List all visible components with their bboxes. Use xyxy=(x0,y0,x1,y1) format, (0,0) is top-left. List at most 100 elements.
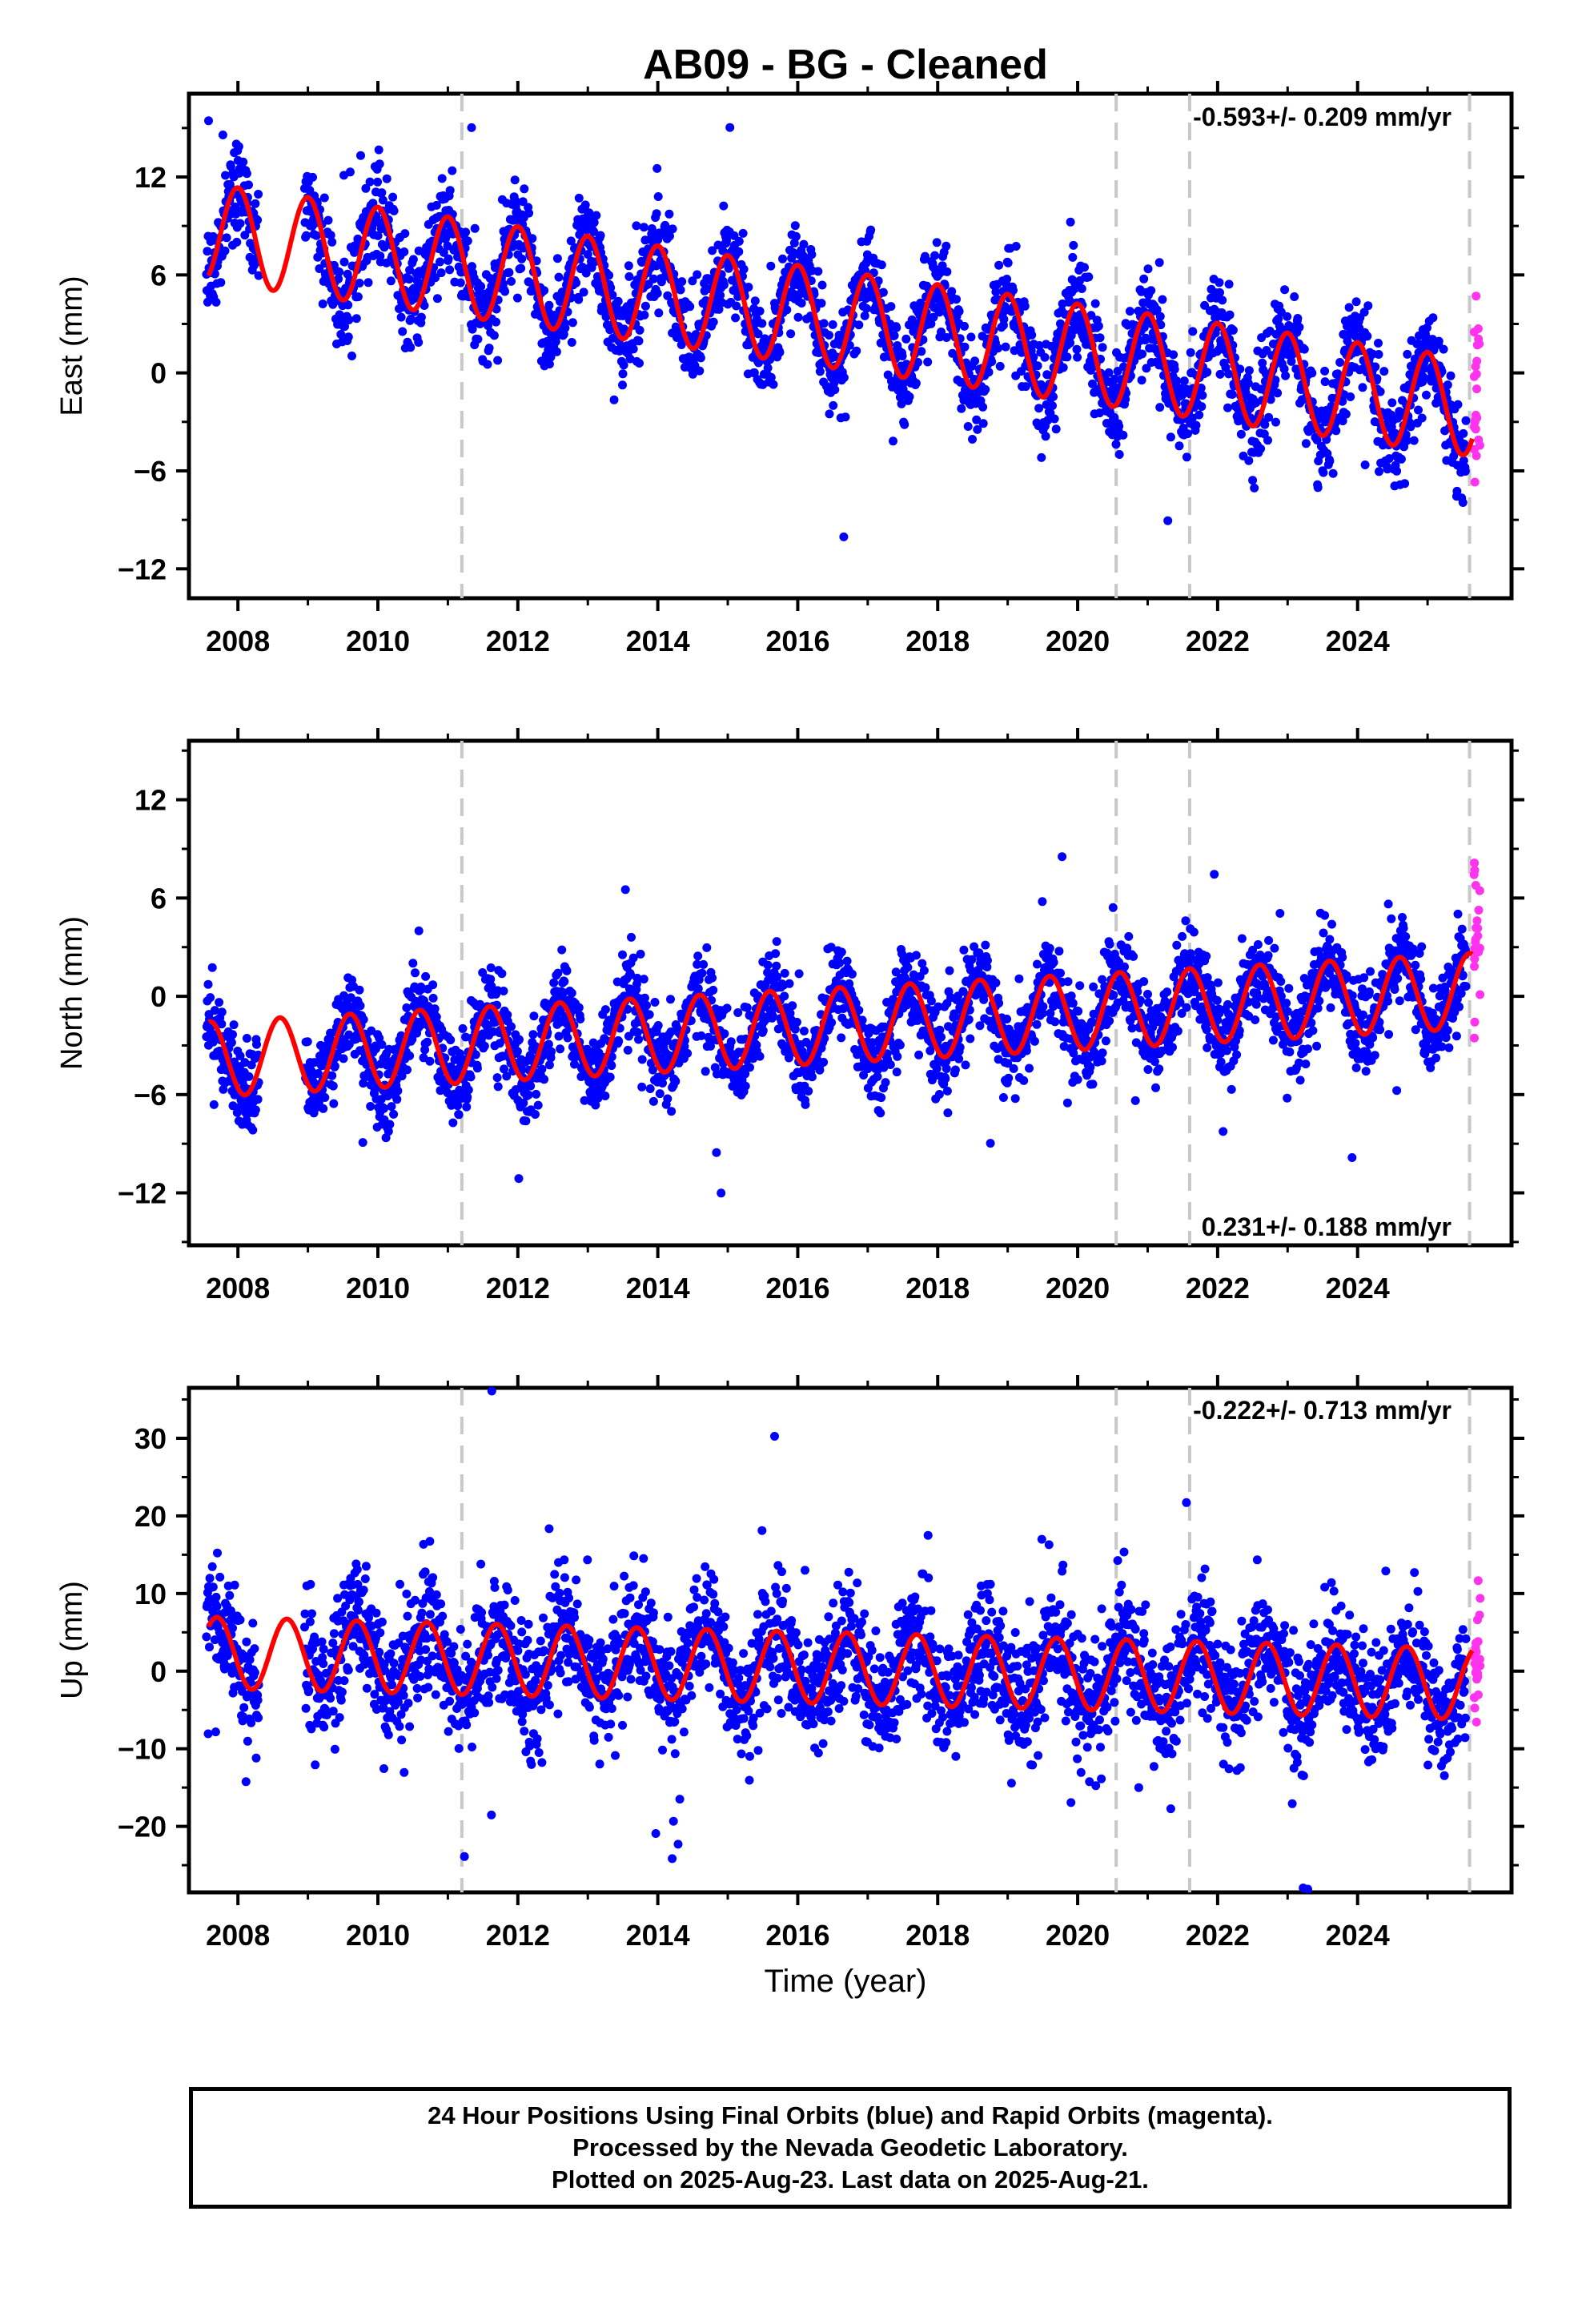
final-orbit-point xyxy=(775,348,785,357)
final-orbit-point xyxy=(528,234,537,243)
final-orbit-point xyxy=(1195,410,1204,420)
final-orbit-point xyxy=(355,1001,365,1011)
final-orbit-point xyxy=(330,1061,339,1071)
final-orbit-point xyxy=(563,1033,572,1043)
final-orbit-point xyxy=(701,1067,710,1076)
final-orbit-point xyxy=(1346,392,1355,401)
final-orbit-point xyxy=(228,1030,237,1039)
final-orbit-point xyxy=(375,159,384,169)
final-orbit-point xyxy=(790,221,800,231)
final-orbit-point xyxy=(780,968,789,978)
final-orbit-point xyxy=(1050,414,1059,424)
final-orbit-point xyxy=(574,193,584,203)
final-orbit-point xyxy=(1088,1080,1098,1089)
final-orbit-point xyxy=(398,327,408,336)
final-orbit-point xyxy=(1182,452,1191,462)
final-orbit-point xyxy=(923,357,933,367)
final-orbit-point xyxy=(636,949,645,959)
final-orbit-point xyxy=(1025,1063,1034,1073)
final-orbit-point xyxy=(653,1021,663,1030)
final-orbit-point xyxy=(445,265,455,275)
final-orbit-point xyxy=(1325,456,1335,466)
final-orbit-point xyxy=(532,1089,541,1099)
final-orbit-point xyxy=(695,366,705,376)
final-orbit-point xyxy=(693,984,703,993)
final-orbit-point xyxy=(900,420,909,429)
final-orbit-point xyxy=(234,142,243,151)
final-orbit-point xyxy=(815,367,825,376)
final-orbit-point xyxy=(1400,479,1410,489)
final-orbit-point xyxy=(1158,295,1167,304)
east-data-marks xyxy=(202,94,1484,598)
final-orbit-point xyxy=(344,316,354,324)
x-tick-label: 2012 xyxy=(486,625,550,657)
final-orbit-point xyxy=(930,251,940,260)
final-orbit-point xyxy=(709,317,718,327)
final-orbit-point xyxy=(666,995,675,1004)
final-orbit-point xyxy=(1049,392,1058,401)
final-orbit-point xyxy=(355,985,364,995)
final-orbit-point xyxy=(499,987,508,995)
final-orbit-point xyxy=(613,296,623,306)
final-orbit-point xyxy=(1320,377,1330,387)
final-orbit-point xyxy=(248,1125,258,1135)
final-orbit-point xyxy=(400,247,409,256)
final-orbit-point xyxy=(1054,947,1064,956)
final-orbit-point xyxy=(221,171,230,180)
final-orbit-point xyxy=(411,968,420,978)
final-orbit-point xyxy=(1360,460,1370,469)
final-orbit-point xyxy=(1030,1036,1039,1046)
final-orbit-point xyxy=(334,274,343,283)
final-orbit-point xyxy=(1459,428,1468,438)
final-orbit-point xyxy=(801,1100,810,1109)
final-orbit-point xyxy=(1215,287,1224,297)
rapid-orbit-point xyxy=(1473,324,1483,333)
final-orbit-point xyxy=(1174,441,1184,451)
final-orbit-point xyxy=(515,1035,524,1044)
final-orbit-point xyxy=(1040,352,1050,362)
final-orbit-point xyxy=(726,1037,736,1047)
final-orbit-point xyxy=(203,979,213,989)
final-orbit-point xyxy=(343,332,353,342)
final-orbit-point xyxy=(663,1094,673,1104)
final-orbit-point xyxy=(1118,430,1128,440)
final-orbit-point xyxy=(618,380,627,390)
final-orbit-point xyxy=(335,267,344,277)
final-orbit-point xyxy=(709,985,718,995)
final-orbit-point xyxy=(620,885,630,895)
final-orbit-point xyxy=(995,361,1005,371)
final-orbit-point xyxy=(484,344,494,353)
east-panel: 2008 2010 2012 2014 2016 2018 2020 2022 20241260… xyxy=(55,81,1524,657)
final-orbit-point xyxy=(934,1090,944,1099)
final-orbit-point xyxy=(828,320,837,329)
final-orbit-point xyxy=(785,979,794,988)
final-orbit-point xyxy=(436,268,446,278)
final-orbit-point xyxy=(780,991,789,1001)
final-orbit-point xyxy=(889,436,897,446)
final-orbit-point xyxy=(1223,403,1232,412)
final-orbit-point xyxy=(637,1082,647,1092)
final-orbit-point xyxy=(914,1050,924,1059)
final-orbit-point xyxy=(943,1108,953,1118)
final-orbit-point xyxy=(1172,376,1182,386)
final-orbit-point xyxy=(521,1116,531,1126)
final-orbit-point xyxy=(699,959,709,969)
final-orbit-point xyxy=(799,1027,809,1035)
final-orbit-point xyxy=(216,278,226,287)
final-orbit-point xyxy=(766,261,776,271)
final-orbit-point xyxy=(889,331,899,340)
final-orbit-point xyxy=(702,943,712,952)
final-orbit-point xyxy=(1137,376,1146,385)
final-orbit-point xyxy=(254,271,263,280)
x-tick-label: 2010 xyxy=(346,625,410,657)
final-orbit-point xyxy=(524,1090,533,1100)
final-orbit-point xyxy=(1139,274,1149,283)
final-orbit-point xyxy=(1063,977,1073,987)
final-orbit-point xyxy=(731,313,741,323)
final-orbit-point xyxy=(696,353,705,363)
final-orbit-point xyxy=(994,344,1003,353)
final-orbit-point xyxy=(1138,349,1147,359)
final-orbit-point xyxy=(1084,272,1094,282)
final-orbit-point xyxy=(329,1099,339,1108)
final-orbit-point xyxy=(600,1092,610,1100)
